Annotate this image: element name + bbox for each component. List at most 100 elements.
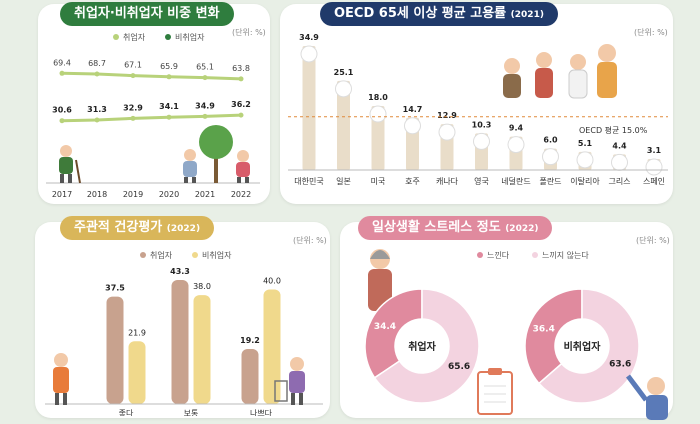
legend-swatch-employed [140, 252, 146, 258]
legend-swatch-feel [477, 252, 483, 258]
category-label: 미국 [371, 177, 386, 186]
data-point-employed [59, 118, 65, 124]
series-line-nonemployed [60, 71, 243, 81]
data-label-nonemployed: 65.1 [196, 63, 214, 72]
oecd-employment-chart: 34.9 대한민국 25.1 일본 18.0 미국 14.7 호주 12.9 캐나다 10.3 영국 9… [288, 33, 668, 186]
bar-employed [106, 296, 124, 404]
data-point-nonemployed [94, 71, 100, 77]
worried-woman-illustration [368, 249, 392, 311]
data-label-employed: 34.1 [159, 102, 179, 111]
x-tick-2021: 2021 [195, 190, 215, 199]
employment-share-x-axis: 2017 2018 2019 2020 2021 2022 [46, 182, 260, 199]
health-rating-title-main: 주관적 건강평가 [74, 220, 163, 235]
data-label-nonemployed: 68.7 [88, 59, 106, 68]
data-point-employed [94, 117, 100, 123]
category-label: 보통 [184, 409, 199, 416]
x-tick-2020: 2020 [159, 190, 179, 199]
category-label: 대한민국 [294, 176, 323, 186]
donut-slice-feel [364, 288, 423, 379]
bar-nonemployed [128, 341, 146, 404]
bar-value-label: 19.2 [240, 336, 260, 345]
bar-value-label: 9.4 [509, 124, 524, 133]
health-rating-legend: 취업자 비취업자 [140, 251, 232, 260]
stress-level-unit: (단위: %) [636, 236, 670, 245]
slice-value-label: 36.4 [533, 325, 555, 335]
donut-slice-not-feel [537, 288, 640, 404]
oecd-employment-title-main: OECD 65세 이상 평균 고용률 [334, 6, 507, 21]
couple-garden-illustration [183, 125, 250, 183]
flag-icon [542, 148, 559, 166]
health-rating-bars: 37.5 21.9 좋다 43.338.0 보통 19.2 40.0 나쁘다 [45, 267, 323, 416]
x-tick-2018: 2018 [87, 190, 107, 199]
data-label-employed: 34.9 [195, 101, 215, 110]
data-point-employed [238, 112, 244, 118]
slice-value-label: 65.6 [448, 362, 470, 372]
data-point-nonemployed [59, 70, 65, 76]
bar-value-label: 43.3 [170, 267, 190, 276]
oecd-employment-unit: (단위: %) [634, 28, 668, 37]
stress-level-legend: 느낀다 느끼지 않는다 [477, 250, 589, 260]
stress-level-title-year: (2022) [505, 224, 539, 234]
flag-icon [645, 158, 663, 176]
bar-employed [241, 349, 259, 404]
legend-swatch-nonemployed [192, 252, 198, 258]
elderly-walker-illustration [59, 145, 81, 184]
oecd-employment-bars: 34.9 대한민국 25.1 일본 18.0 미국 14.7 호주 12.9 캐나다 10.3 영국 9… [288, 33, 668, 186]
bar-value-label: 12.9 [437, 111, 457, 120]
stress-level-title: 일상생활 스트레스 정도 (2022) [358, 216, 553, 240]
health-rating-title: 주관적 건강평가 (2022) [60, 216, 215, 240]
data-label-employed: 31.3 [87, 105, 107, 114]
donut-slice-not-feel [373, 288, 480, 404]
bar-value-label: 3.1 [647, 146, 662, 155]
bar-value-label: 14.7 [403, 105, 423, 114]
stress-level-chart: 느낀다 느끼지 않는다 34.4 65.6 취업자 36.4 63.6 비취업자 [364, 249, 668, 420]
bar-value-label: 38.0 [193, 282, 211, 291]
legend-label-nonemployed: 비취업자 [175, 33, 205, 42]
x-tick-2017: 2017 [52, 190, 72, 199]
bar-value-label: 25.1 [334, 68, 354, 77]
data-point-employed [130, 115, 136, 121]
legend-label-nonemployed: 비취업자 [202, 251, 232, 260]
flag-icon [300, 45, 318, 63]
bar-value-label: 6.0 [543, 136, 558, 145]
slice-value-label: 34.4 [374, 322, 396, 332]
employment-share-title: 취업자·비취업자 비중 변화 [60, 2, 234, 26]
x-tick-2019: 2019 [123, 190, 143, 199]
category-label: 네덜란드 [501, 176, 530, 186]
employment-share-unit: (단위: %) [232, 28, 266, 37]
donut-slice-feel [524, 288, 583, 385]
data-point-employed [202, 113, 208, 119]
category-label: 나쁘다 [250, 409, 273, 416]
bar-2 [371, 106, 385, 170]
bar-value-label: 18.0 [368, 93, 388, 102]
employment-share-legend: 취업자 비취업자 [113, 33, 205, 42]
bar-nonemployed [263, 289, 281, 404]
flag-icon [404, 117, 421, 135]
data-label-nonemployed: 69.4 [53, 58, 71, 67]
donut-center-label: 비취업자 [564, 340, 602, 353]
bar-0 [302, 46, 316, 170]
category-label: 영국 [474, 176, 489, 186]
employment-share-panel [38, 4, 270, 204]
legend-label-feel: 느낀다 [487, 250, 510, 260]
flag-icon [335, 80, 352, 98]
data-point-nonemployed [166, 74, 172, 80]
bar-value-label: 10.3 [472, 120, 492, 129]
bar-value-label: 5.1 [578, 139, 593, 148]
flag-icon [507, 136, 525, 154]
category-label: 스페인 [643, 176, 665, 186]
elderly-woman-illustration [53, 353, 69, 405]
employment-share-lines: 69.4 68.7 67.1 65.9 65.1 63.8 30.6 31.3 32.9 34.1… [52, 58, 251, 124]
data-label-employed: 36.2 [231, 100, 251, 109]
stress-level-title-main: 일상생활 스트레스 정도 [372, 220, 501, 235]
stress-level-donuts: 34.4 65.6 취업자 36.4 63.6 비취업자 [364, 288, 640, 404]
category-label: 일본 [336, 177, 351, 186]
category-label: 캐나다 [436, 177, 459, 186]
health-rating-unit: (단위: %) [293, 236, 327, 245]
flag-icon [438, 123, 456, 141]
data-point-nonemployed [238, 76, 244, 82]
data-label-nonemployed: 65.9 [160, 62, 178, 71]
legend-swatch-not-feel [532, 252, 538, 258]
x-tick-2022: 2022 [231, 190, 251, 199]
retirees-group-illustration [503, 44, 617, 99]
